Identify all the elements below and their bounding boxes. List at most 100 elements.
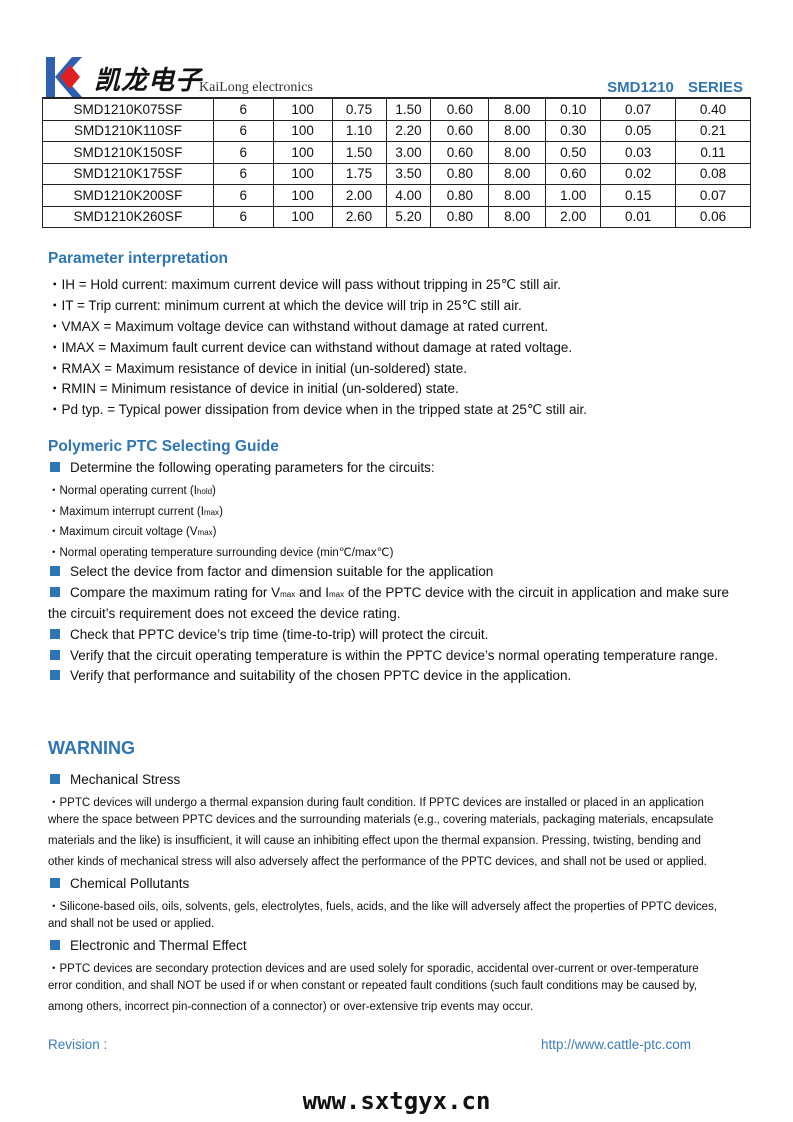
table-row: SMD1210K200SF 6 100 2.00 4.00 0.80 8.00 1.00 0.1… <box>42 184 751 207</box>
table-cell: 0.03 <box>600 141 677 164</box>
param-rmin: ・RMIN = Minimum resistance of device in … <box>48 381 459 396</box>
table-cell: 2.60 <box>331 205 387 228</box>
square-bullet-icon <box>50 878 60 888</box>
mech-line: other kinds of mechanical stress will al… <box>48 856 707 868</box>
table-cell: 0.60 <box>430 141 490 164</box>
square-bullet-icon <box>50 940 60 950</box>
table-cell: 8.00 <box>488 205 547 228</box>
guide-sub-vmax: ・Maximum circuit voltage (Vmax) <box>48 526 217 538</box>
square-bullet-icon <box>50 629 60 639</box>
warning-title: WARNING <box>48 738 135 758</box>
table-row: SMD1210K075SF 6 100 0.75 1.50 0.60 8.00 0.10 0.0… <box>42 98 751 121</box>
table-cell: 8.00 <box>488 162 547 185</box>
brand-name: KaiLong electronics <box>199 80 313 95</box>
table-cell: SMD1210K260SF <box>42 205 214 228</box>
website-link[interactable]: http://www.cattle-ptc.com <box>541 1037 692 1052</box>
table-cell: 2.00 <box>331 184 387 207</box>
table-cell: 0.60 <box>430 119 490 142</box>
electronic-thermal-title: Electronic and Thermal Effect <box>48 938 247 953</box>
table-cell: 0.80 <box>430 205 490 228</box>
table-row: SMD1210K175SF 6 100 1.75 3.50 0.80 8.00 0.60 0.0… <box>42 162 751 185</box>
table-cell: 100 <box>272 184 333 207</box>
table-cell: 0.02 <box>600 162 677 185</box>
table-cell: 100 <box>272 162 333 185</box>
table-cell: 6 <box>212 162 274 185</box>
guide-sub-hold: ・Normal operating current (Ihold) <box>48 485 216 497</box>
table-cell: 100 <box>272 205 333 228</box>
table-cell: 0.11 <box>675 141 751 164</box>
table-cell: 0.80 <box>430 184 490 207</box>
table-cell: 3.00 <box>385 141 432 164</box>
table-cell: SMD1210K175SF <box>42 162 214 185</box>
mech-line: ・PPTC devices will undergo a thermal exp… <box>48 797 704 809</box>
param-ih: ・IH = Hold current: maximum current devi… <box>48 277 561 292</box>
square-bullet-icon <box>50 670 60 680</box>
table-cell: SMD1210K075SF <box>42 98 214 121</box>
table-cell: 0.06 <box>675 205 751 228</box>
series-title: SMD1210 SERIES <box>607 79 743 96</box>
table-cell: 8.00 <box>488 184 547 207</box>
square-bullet-icon <box>50 566 60 576</box>
table-cell: 1.75 <box>331 162 387 185</box>
table-cell: 6 <box>212 184 274 207</box>
header-divider <box>42 97 751 98</box>
table-cell: 0.75 <box>331 98 387 121</box>
table-cell: SMD1210K150SF <box>42 141 214 164</box>
elec-line: among others, incorrect pin-connection o… <box>48 1001 534 1013</box>
table-row: SMD1210K260SF 6 100 2.60 5.20 0.80 8.00 2.00 0.0… <box>42 205 751 228</box>
table-cell: 4.00 <box>385 184 432 207</box>
guide-compare: Compare the maximum rating for Vmax and … <box>48 585 729 600</box>
guide-compare-line2: the circuit’s requirement does not excee… <box>48 606 401 621</box>
table-cell: 0.40 <box>675 98 751 121</box>
table-cell: 0.60 <box>430 98 490 121</box>
mech-line: where the space between PPTC devices and… <box>48 814 714 826</box>
table-cell: 100 <box>272 98 333 121</box>
elec-line: error condition, and shall NOT be used i… <box>48 980 698 992</box>
chem-line: and shall not be used or applied. <box>48 918 215 930</box>
square-bullet-icon <box>50 587 60 597</box>
chemical-pollutants-title: Chemical Pollutants <box>48 876 189 891</box>
table-cell: 1.50 <box>385 98 432 121</box>
table-cell: 1.50 <box>331 141 387 164</box>
param-rmax: ・RMAX = Maximum resistance of device in … <box>48 361 468 376</box>
revision-label: Revision : <box>48 1037 108 1052</box>
table-cell: 0.30 <box>545 119 602 142</box>
table-row: SMD1210K150SF 6 100 1.50 3.00 0.60 8.00 0.50 0.0… <box>42 141 751 164</box>
guide-verify-temp: Verify that the circuit operating temper… <box>48 648 718 663</box>
table-cell: 0.08 <box>675 162 751 185</box>
guide-sub-temp: ・Normal operating temperature surroundin… <box>48 547 394 559</box>
square-bullet-icon <box>50 774 60 784</box>
table-cell: 100 <box>272 119 333 142</box>
spec-table: SMD1210K075SF 6 100 0.75 1.50 0.60 8.00 0.10 0.0… <box>42 98 751 228</box>
mech-line: materials and the like) is insufficient,… <box>48 835 701 847</box>
guide-determine: Determine the following operating parame… <box>48 460 435 475</box>
table-cell: 0.01 <box>600 205 677 228</box>
guide-check: Check that PPTC device’s trip time (time… <box>48 627 488 642</box>
table-cell: SMD1210K110SF <box>42 119 214 142</box>
table-cell: 0.60 <box>545 162 602 185</box>
chem-line: ・Silicone-based oils, oils, solvents, ge… <box>48 901 718 913</box>
table-cell: 1.00 <box>545 184 602 207</box>
table-cell: 100 <box>272 141 333 164</box>
table-cell: 6 <box>212 141 274 164</box>
param-pd: ・Pd typ. = Typical power dissipation fro… <box>48 402 588 417</box>
table-row: SMD1210K110SF 6 100 1.10 2.20 0.60 8.00 0.30 0.0… <box>42 119 751 142</box>
table-cell: 2.20 <box>385 119 432 142</box>
elec-line: ・PPTC devices are secondary protection d… <box>48 963 699 975</box>
param-vmax: ・VMAX = Maximum voltage device can withs… <box>48 319 549 334</box>
table-cell: 8.00 <box>488 141 547 164</box>
table-cell: 8.00 <box>488 119 547 142</box>
mechanical-stress-title: Mechanical Stress <box>48 772 180 787</box>
table-cell: 2.00 <box>545 205 602 228</box>
table-cell: 0.07 <box>675 184 751 207</box>
table-cell: 0.07 <box>600 98 677 121</box>
square-bullet-icon <box>50 650 60 660</box>
guide-select: Select the device from factor and dimens… <box>48 564 493 579</box>
param-it: ・IT = Trip current: minimum current at w… <box>48 298 522 313</box>
table-cell: 3.50 <box>385 162 432 185</box>
table-cell: 0.05 <box>600 119 677 142</box>
param-imax: ・IMAX = Maximum fault current device can… <box>48 340 573 355</box>
table-cell: 6 <box>212 98 274 121</box>
table-cell: 0.10 <box>545 98 602 121</box>
table-cell: 6 <box>212 205 274 228</box>
